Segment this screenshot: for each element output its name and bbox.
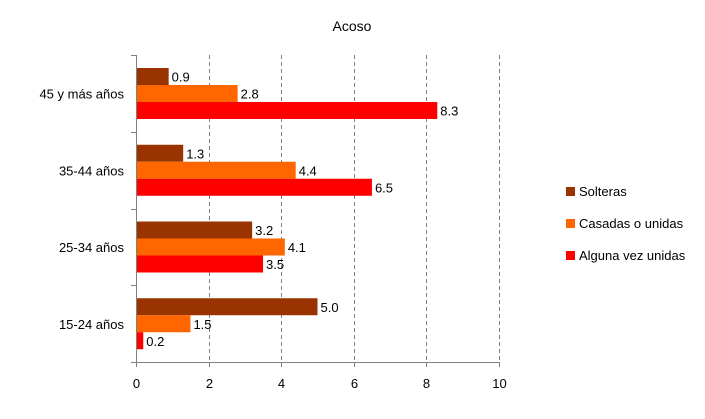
y-tick-label: 45 y más años: [39, 87, 124, 102]
data-label: 2.8: [241, 87, 259, 102]
legend-swatch-alguna-vez: [566, 251, 575, 260]
axes: 0 2 4 6 8 10 45 y más años 35-44 años 25-34 años…: [39, 55, 507, 391]
data-label: 0.9: [172, 70, 190, 85]
legend-label: Casadas o unidas: [579, 216, 684, 231]
bar: [137, 102, 438, 119]
bar: [137, 161, 296, 179]
chart-title: Acoso: [333, 18, 372, 34]
bar: [137, 238, 285, 256]
bar: [137, 315, 191, 333]
legend: Solteras Casadas o unidas Alguna vez uni…: [566, 183, 696, 265]
legend-item-solteras: Solteras: [566, 183, 696, 201]
legend-item-alguna-vez: Alguna vez unidas: [566, 247, 696, 265]
x-tick-label: 6: [351, 376, 358, 391]
x-tick-label: 2: [206, 376, 213, 391]
bars: 0.9 2.8 8.3 1.3 4.4 6.5 3.2 4.1 3.5 5.0 1.5 0.2: [137, 68, 458, 350]
x-tick-label: 8: [423, 376, 430, 391]
legend-swatch-casadas: [566, 219, 575, 228]
bar: [137, 178, 372, 196]
legend-item-casadas: Casadas o unidas: [566, 215, 696, 233]
bar: [137, 85, 238, 102]
data-label: 8.3: [440, 104, 458, 119]
data-label: 5.0: [321, 300, 339, 315]
bar: [137, 68, 169, 85]
legend-label: Solteras: [579, 184, 627, 199]
x-tick-label: 0: [133, 376, 140, 391]
y-tick-label: 25-34 años: [59, 240, 125, 255]
data-label: 1.5: [193, 317, 211, 332]
legend-swatch-solteras: [566, 187, 575, 196]
bar: [137, 221, 253, 239]
data-label: 0.2: [146, 334, 164, 349]
bar: [137, 255, 264, 273]
data-label: 6.5: [375, 180, 393, 195]
x-tick-label: 4: [278, 376, 285, 391]
bar: [137, 298, 318, 316]
legend-label: Alguna vez unidas: [579, 248, 686, 263]
data-label: 3.5: [266, 257, 284, 272]
data-label: 3.2: [255, 223, 273, 238]
bar: [137, 144, 184, 162]
bar: [137, 332, 144, 350]
y-tick-label: 15-24 años: [59, 317, 125, 332]
data-label: 4.4: [299, 163, 317, 178]
data-label: 4.1: [288, 240, 306, 255]
data-label: 1.3: [186, 146, 204, 161]
x-tick-label: 10: [492, 376, 506, 391]
y-tick-label: 35-44 años: [59, 163, 125, 178]
